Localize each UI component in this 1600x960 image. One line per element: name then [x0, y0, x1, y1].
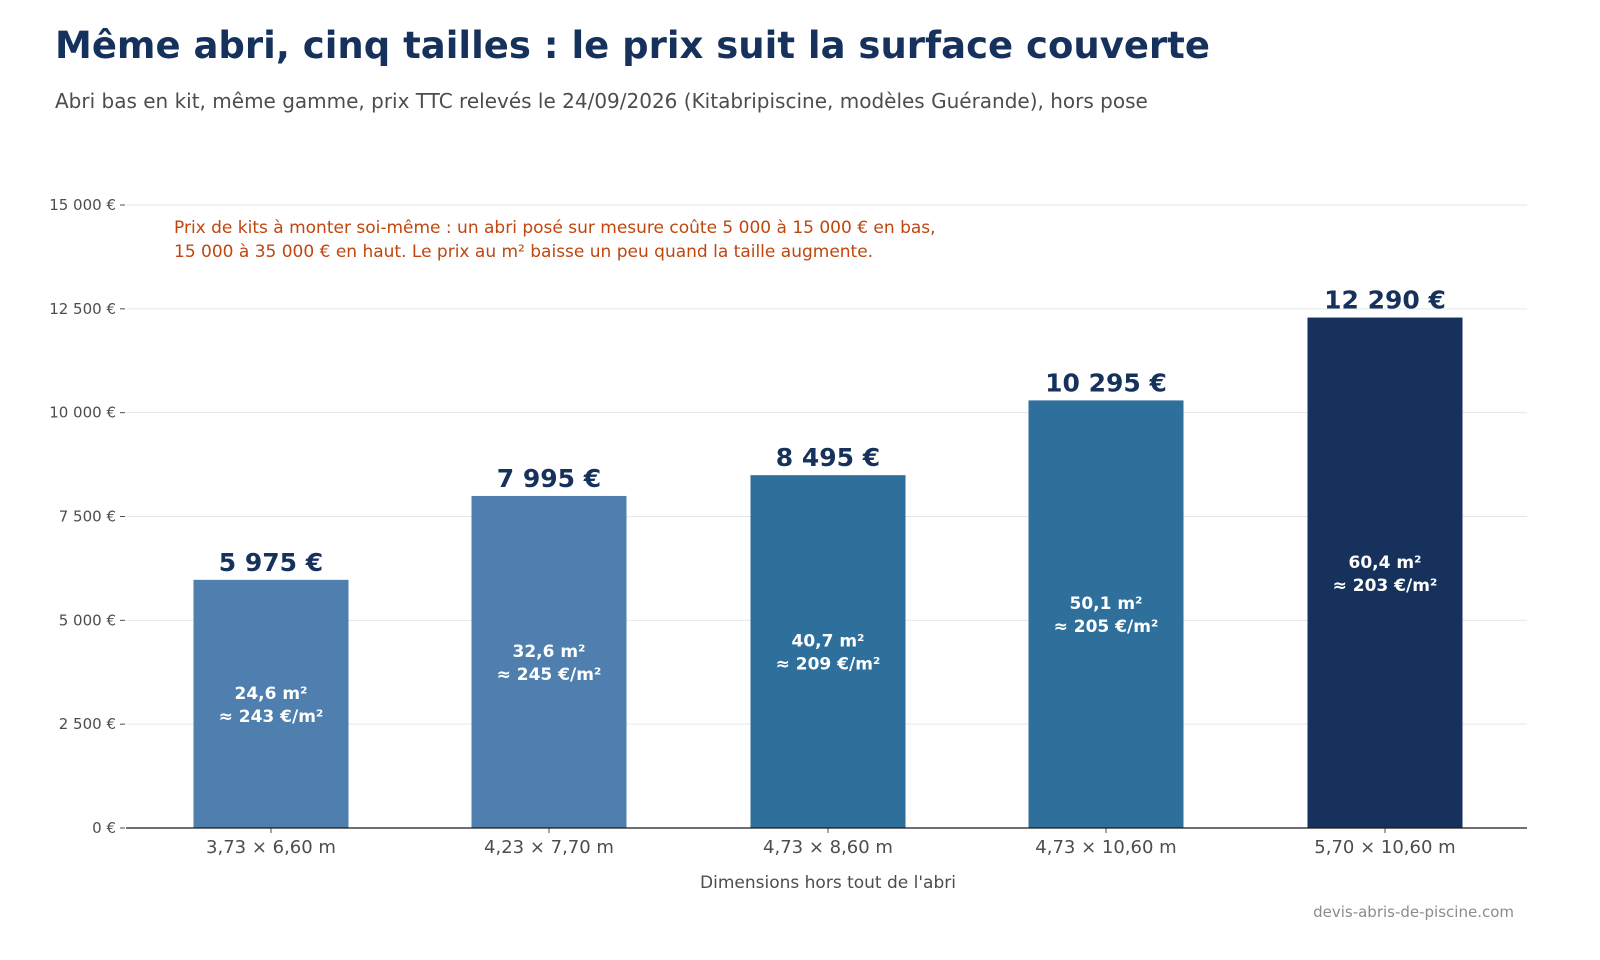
x-tick-label: 5,70 × 10,60 m — [1314, 837, 1455, 858]
bar — [750, 475, 906, 828]
bar-inner-label: ≈ 209 €/m² — [776, 655, 881, 675]
bar-inner-label: 32,6 m² — [512, 642, 585, 662]
y-tick-label: 5 000 € — [59, 611, 116, 629]
bar-inner-label: ≈ 243 €/m² — [219, 707, 324, 727]
x-axis-label: Dimensions hors tout de l'abri — [700, 873, 956, 893]
bar-labels: 5 975 € 24,6 m² ≈ 243 €/m² 7 995 € 32,6 m² ≈ … — [219, 286, 1446, 727]
source-credit: devis-abris-de-piscine.com — [1313, 903, 1514, 921]
bar-inner-label: ≈ 203 €/m² — [1333, 576, 1438, 596]
bars — [193, 317, 1463, 828]
y-axis: 0 € 2 500 € 5 000 € 7 500 € 10 000 € 12 500 €… — [49, 196, 125, 837]
y-tick-label: 12 500 € — [49, 300, 116, 318]
bar-inner-label: 50,1 m² — [1069, 594, 1142, 614]
bar — [471, 495, 627, 828]
x-tick-label: 4,23 × 7,70 m — [484, 837, 614, 858]
annotation-line-1: Prix de kits à monter soi-même : un abri… — [174, 218, 936, 238]
bar-inner-label: 24,6 m² — [234, 684, 307, 704]
bar-inner-label: 40,7 m² — [791, 632, 864, 652]
bar-inner-label: ≈ 205 €/m² — [1054, 617, 1159, 637]
bar — [193, 579, 349, 828]
bar-value-label: 12 290 € — [1324, 286, 1446, 315]
bar-inner-label: ≈ 245 €/m² — [497, 665, 602, 685]
annotation-line-2: 15 000 à 35 000 € en haut. Le prix au m²… — [174, 242, 873, 262]
bar — [1028, 400, 1184, 828]
bar-value-label: 10 295 € — [1045, 368, 1167, 397]
x-axis: 3,73 × 6,60 m 4,23 × 7,70 m 4,73 × 8,60 m 4… — [126, 827, 1527, 858]
y-tick-label: 7 500 € — [59, 508, 116, 526]
bar-value-label: 5 975 € — [219, 548, 323, 577]
bar-value-label: 8 495 € — [776, 443, 880, 472]
chart-subtitle: Abri bas en kit, même gamme, prix TTC re… — [55, 89, 1148, 113]
y-tick-label: 2 500 € — [59, 715, 116, 733]
y-tick-label: 15 000 € — [49, 196, 116, 214]
bar-inner-label: 60,4 m² — [1348, 553, 1421, 573]
y-tick-label: 10 000 € — [49, 404, 116, 422]
x-tick-label: 4,73 × 10,60 m — [1035, 837, 1176, 858]
bar-value-label: 7 995 € — [497, 464, 601, 493]
chart-title: Même abri, cinq tailles : le prix suit l… — [55, 24, 1210, 67]
bar — [1307, 317, 1463, 828]
y-tick-label: 0 € — [92, 819, 116, 837]
x-tick-label: 4,73 × 8,60 m — [763, 837, 893, 858]
x-tick-label: 3,73 × 6,60 m — [206, 837, 336, 858]
